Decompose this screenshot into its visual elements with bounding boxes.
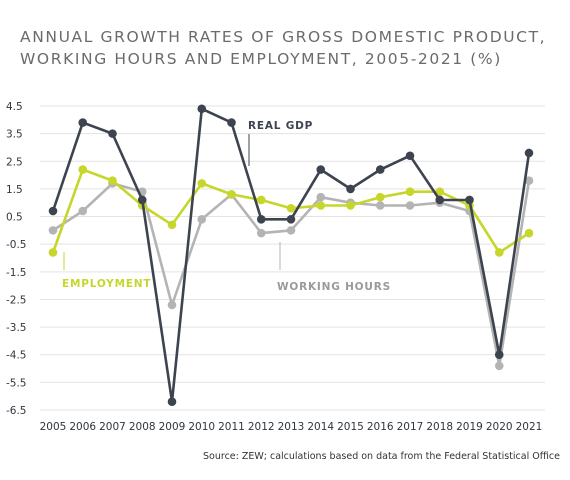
series-lines (48, 104, 534, 407)
x-tick-label: 2018 (426, 421, 453, 433)
x-axis-ticks: 2005 2006 2007 2008 2009 2010 2011 2012 2013 2014… (40, 421, 543, 433)
gdp-point (197, 104, 207, 114)
hours-point (316, 192, 326, 202)
gdp-point (78, 118, 88, 127)
x-tick-label: 2005 (40, 421, 67, 433)
hours-point (167, 300, 177, 310)
employment-point (405, 187, 415, 196)
x-tick-label: 2010 (188, 421, 215, 433)
hours-point (524, 176, 534, 185)
x-tick-label: 2011 (218, 421, 245, 433)
hours-point (78, 206, 88, 216)
gdp-point (524, 148, 534, 158)
x-tick-label: 2019 (456, 421, 483, 433)
employment-point (435, 187, 445, 196)
y-tick-label: -1.5 (6, 267, 27, 279)
hours-point (197, 215, 207, 224)
chart-title-line-2: WORKING HOURS AND EMPLOYMENT, 2005-2021 … (20, 50, 502, 68)
x-tick-label: 2006 (69, 421, 96, 433)
gdp-point (375, 165, 385, 174)
source-note: Source: ZEW; calculations based on data … (203, 451, 560, 462)
y-tick-label: -3.5 (6, 322, 27, 334)
chart-title-line-1: ANNUAL GROWTH RATES OF GROSS DOMESTIC PR… (20, 28, 547, 46)
y-tick-label: -2.5 (6, 294, 27, 306)
employment-point (256, 195, 266, 205)
gdp-point (286, 215, 296, 224)
gdp-point (137, 195, 147, 205)
gdp-point (316, 165, 326, 174)
series-annotations: REAL GDP EMPLOYMENT WORKING HOURS (62, 120, 391, 293)
y-axis-ticks: 4.5 3.5 2.5 1.5 0.5 -0.5 -1.5 -2.5 -3.5 -4.5 -5.5 -… (6, 101, 27, 417)
employment-point (78, 165, 88, 174)
gdp-point (227, 118, 236, 127)
x-tick-label: 2013 (278, 421, 305, 433)
x-tick-label: 2020 (486, 421, 513, 433)
employment-point (524, 228, 534, 238)
hours-annotation: WORKING HOURS (277, 281, 391, 293)
employment-point (286, 203, 296, 213)
employment-point (167, 220, 177, 230)
hours-point (48, 226, 58, 235)
gdp-point (346, 184, 355, 194)
y-tick-label: 0.5 (6, 212, 23, 224)
gdp-point (256, 215, 266, 224)
gdp-point (435, 195, 445, 205)
y-tick-label: -6.5 (6, 405, 27, 417)
employment-annotation: EMPLOYMENT (62, 278, 151, 290)
x-tick-label: 2012 (248, 421, 275, 433)
employment-point (197, 179, 207, 188)
x-tick-label: 2015 (337, 421, 364, 433)
employment-point (108, 176, 117, 185)
gdp-line (51, 107, 531, 404)
hours-point (405, 201, 415, 210)
y-tick-label: 4.5 (6, 101, 23, 113)
gdp-annotation: REAL GDP (248, 120, 313, 132)
employment-point (494, 248, 504, 257)
hours-point (286, 226, 296, 235)
y-tick-label: -0.5 (6, 239, 27, 251)
x-tick-label: 2007 (99, 421, 126, 433)
hours-point (256, 228, 266, 238)
chart-title: ANNUAL GROWTH RATES OF GROSS DOMESTIC PR… (20, 26, 560, 70)
gdp-point (48, 206, 58, 216)
y-tick-label: -4.5 (6, 350, 27, 362)
y-tick-label: -5.5 (6, 377, 27, 389)
x-tick-label: 2008 (129, 421, 156, 433)
gdp-point (108, 129, 117, 138)
y-tick-label: 1.5 (6, 184, 23, 196)
y-tick-label: 3.5 (6, 129, 23, 141)
hours-point (375, 201, 385, 210)
x-tick-label: 2009 (159, 421, 186, 433)
grid-lines (40, 105, 545, 411)
gdp-point (494, 350, 504, 360)
y-tick-label: 2.5 (6, 156, 23, 168)
x-tick-label: 2021 (516, 421, 543, 433)
employment-point (48, 248, 58, 257)
gdp-point (465, 195, 474, 205)
employment-point (227, 190, 236, 199)
gdp-point (405, 151, 415, 161)
hours-point (494, 361, 504, 371)
x-tick-label: 2016 (367, 421, 394, 433)
employment-point (316, 201, 326, 210)
x-tick-label: 2017 (397, 421, 424, 433)
gdp-point (167, 397, 177, 407)
x-tick-label: 2014 (307, 421, 334, 433)
employment-point (375, 192, 385, 202)
employment-point (346, 201, 355, 210)
